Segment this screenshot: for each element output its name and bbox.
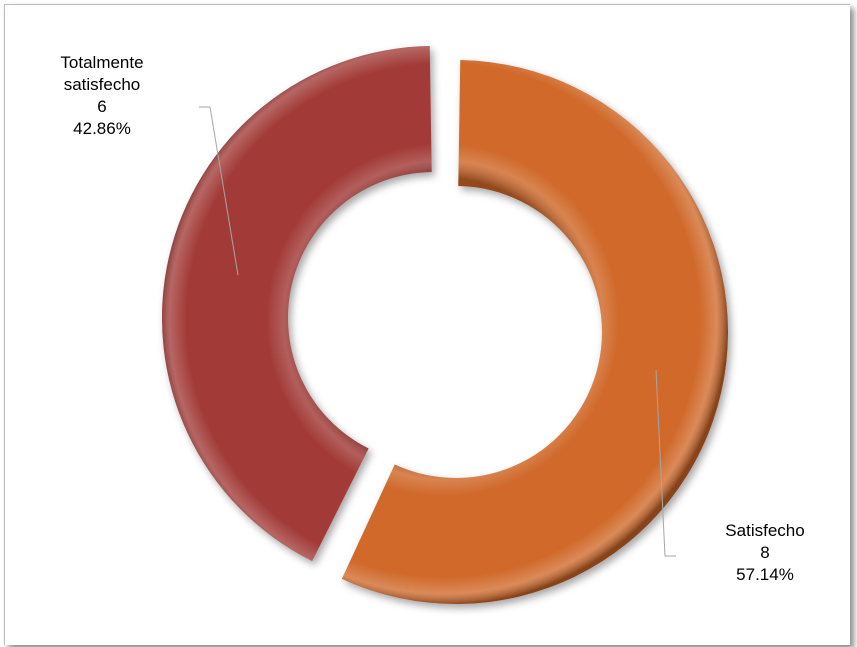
data-label-line: 57.14% <box>736 565 794 584</box>
data-label-line: Satisfecho <box>725 521 804 540</box>
slice-bevel-1 <box>162 46 432 562</box>
data-label-totalmente-satisfecho: Totalmente satisfecho 6 42.86% <box>60 53 143 138</box>
data-label-line: 42.86% <box>73 119 131 138</box>
slice-bevel-0 <box>341 60 729 605</box>
data-label-line: satisfecho <box>64 75 141 94</box>
leader-line-1 <box>199 106 239 276</box>
data-label-line: 8 <box>760 543 769 562</box>
data-label-line: Totalmente <box>60 53 143 72</box>
leader-line-0 <box>655 369 676 557</box>
data-label-satisfecho: Satisfecho 8 57.14% <box>725 521 804 584</box>
data-label-line: 6 <box>97 97 106 116</box>
